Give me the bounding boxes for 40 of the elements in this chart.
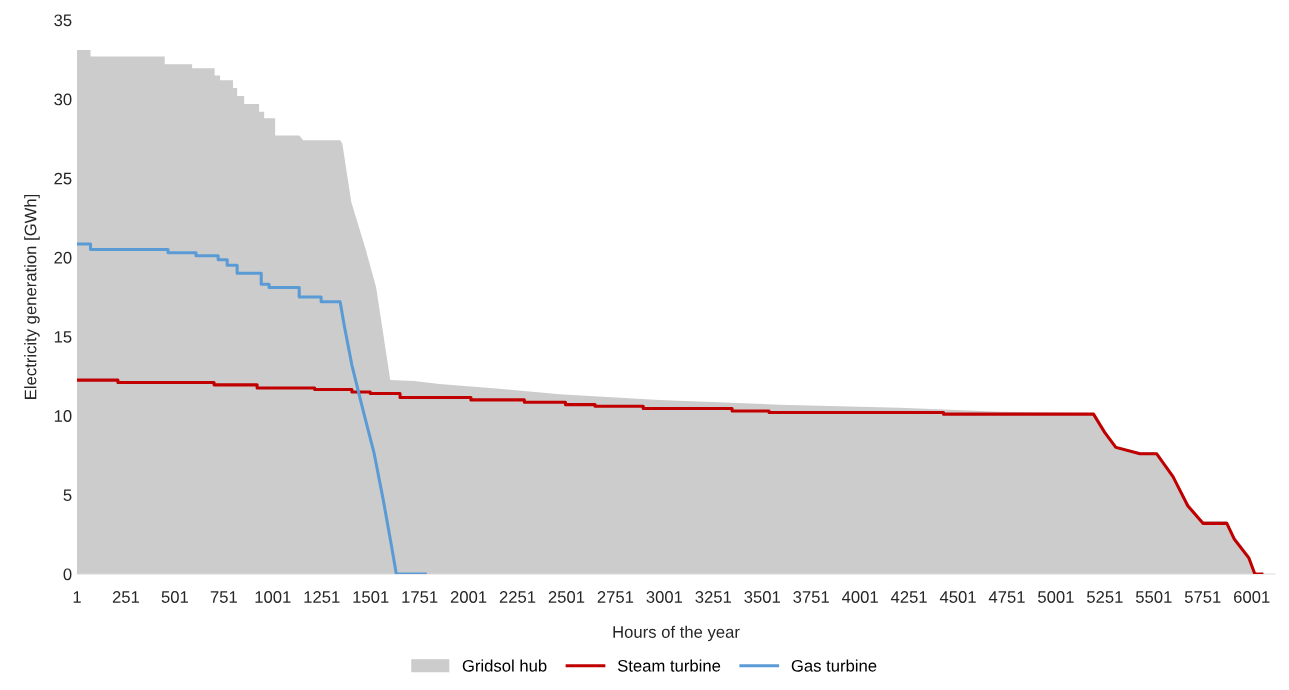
x-tick-label: 4501 [939, 591, 976, 603]
x-tick-label: 5501 [1135, 591, 1172, 603]
x-tick-label: 751 [210, 591, 237, 603]
x-tick-label: 3751 [793, 591, 829, 603]
x-tick-label: 1751 [402, 591, 438, 603]
x-tick-label: 2751 [597, 591, 634, 603]
x-tick-label: 4751 [988, 591, 1025, 603]
y-tick-label: 0 [63, 568, 72, 581]
x-tick-label: 501 [161, 591, 188, 603]
line-series [77, 378, 1264, 574]
legend-label: Gas turbine [791, 659, 877, 672]
x-tick-label: 4251 [890, 591, 927, 603]
x-tick-label: 3001 [646, 591, 683, 603]
x-tick-label: 2251 [499, 591, 536, 603]
x-tick-label: 1 [73, 591, 81, 603]
y-tick-label: 35 [54, 14, 72, 27]
line-series [77, 242, 427, 574]
legend-label: Steam turbine [617, 659, 721, 672]
legend-label: Gridsol hub [462, 659, 547, 672]
x-tick-label: 1501 [353, 591, 389, 603]
x-tick-label: 6001 [1234, 591, 1270, 603]
x-tick-label: 251 [112, 591, 140, 603]
x-tick-label: 1251 [304, 591, 340, 603]
x-tick-label: 5251 [1086, 591, 1123, 603]
y-axis-title: Electricity generation [GWh] [24, 194, 40, 399]
x-tick-label: 2001 [450, 591, 487, 603]
x-tick-label: 5751 [1184, 591, 1221, 603]
y-tick-label: 15 [54, 331, 72, 343]
x-tick-label: 2501 [548, 591, 585, 603]
x-axis-title: Hours of the year [613, 625, 740, 642]
x-tick-label: 4001 [841, 591, 878, 603]
x-tick-label: 3501 [744, 591, 780, 603]
y-tick-label: 5 [63, 489, 72, 502]
y-tick-label: 10 [54, 410, 72, 422]
x-tick-label: 5001 [1038, 591, 1074, 603]
y-tick-label: 25 [54, 172, 72, 185]
x-tick-label: 3251 [695, 591, 732, 603]
y-tick-label: 30 [54, 93, 72, 106]
x-tick-label: 1001 [255, 591, 291, 603]
y-tick-label: 20 [54, 251, 72, 264]
